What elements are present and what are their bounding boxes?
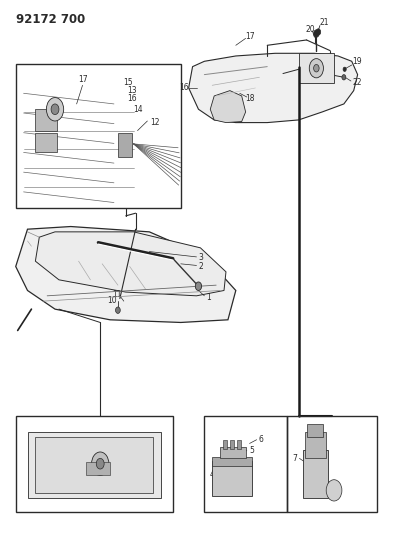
Text: 21: 21 bbox=[320, 18, 329, 27]
Bar bbox=[212, 461, 252, 496]
Text: 10: 10 bbox=[107, 296, 117, 304]
Text: 4: 4 bbox=[210, 470, 215, 479]
Text: 9: 9 bbox=[29, 489, 34, 497]
Text: 8: 8 bbox=[123, 489, 128, 497]
Bar bbox=[35, 437, 153, 493]
Bar bbox=[237, 440, 241, 449]
Bar bbox=[303, 450, 328, 498]
Text: 15: 15 bbox=[123, 78, 132, 87]
Bar bbox=[86, 462, 110, 475]
Text: 2: 2 bbox=[199, 262, 204, 271]
Text: 12: 12 bbox=[151, 118, 160, 127]
Polygon shape bbox=[189, 53, 358, 123]
Circle shape bbox=[342, 75, 346, 80]
Text: 13: 13 bbox=[127, 86, 136, 95]
Text: 5: 5 bbox=[249, 446, 254, 455]
Bar bbox=[287, 416, 377, 512]
Circle shape bbox=[343, 67, 346, 71]
Bar bbox=[230, 440, 234, 449]
Circle shape bbox=[46, 98, 64, 121]
Bar bbox=[16, 416, 173, 512]
Circle shape bbox=[92, 452, 109, 475]
Text: 14: 14 bbox=[133, 105, 142, 114]
Polygon shape bbox=[16, 227, 236, 322]
Bar bbox=[204, 416, 287, 512]
Bar bbox=[16, 64, 181, 208]
Bar bbox=[307, 424, 323, 437]
Bar bbox=[118, 133, 132, 157]
Circle shape bbox=[116, 307, 120, 313]
Text: 17: 17 bbox=[78, 76, 87, 84]
Text: 19: 19 bbox=[352, 57, 362, 66]
Text: 22: 22 bbox=[352, 78, 362, 87]
Text: 92172 700: 92172 700 bbox=[16, 13, 85, 26]
Circle shape bbox=[314, 30, 319, 37]
Bar bbox=[28, 432, 161, 498]
Text: 6: 6 bbox=[259, 435, 264, 444]
Text: 11: 11 bbox=[112, 290, 122, 299]
Circle shape bbox=[51, 104, 59, 115]
Circle shape bbox=[195, 282, 202, 290]
Text: 16: 16 bbox=[127, 94, 136, 103]
Bar bbox=[35, 109, 57, 131]
Circle shape bbox=[96, 458, 104, 469]
Circle shape bbox=[314, 64, 319, 72]
Bar bbox=[305, 432, 326, 458]
Text: 1: 1 bbox=[206, 293, 211, 302]
Text: 17: 17 bbox=[245, 32, 254, 41]
Text: 7: 7 bbox=[292, 454, 297, 463]
Polygon shape bbox=[210, 91, 246, 123]
Circle shape bbox=[326, 480, 342, 501]
Circle shape bbox=[316, 29, 321, 35]
Bar bbox=[220, 447, 246, 458]
Polygon shape bbox=[35, 232, 226, 296]
Circle shape bbox=[309, 59, 323, 78]
Text: 20: 20 bbox=[306, 25, 315, 34]
Text: 16: 16 bbox=[179, 84, 188, 92]
Text: 3: 3 bbox=[199, 254, 204, 262]
Bar bbox=[212, 457, 252, 466]
Bar bbox=[299, 53, 334, 83]
Text: 18: 18 bbox=[245, 94, 254, 103]
Bar bbox=[223, 440, 227, 449]
Bar bbox=[35, 133, 57, 152]
